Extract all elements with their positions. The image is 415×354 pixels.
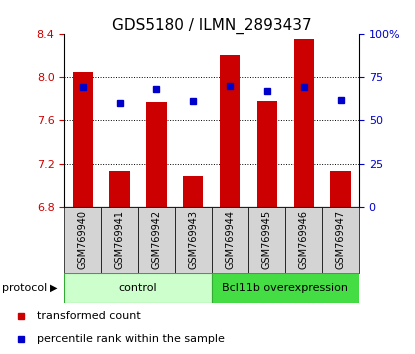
Text: GSM769947: GSM769947 bbox=[336, 210, 346, 269]
Bar bbox=[183, 176, 203, 207]
Text: protocol: protocol bbox=[2, 282, 47, 293]
Text: GSM769942: GSM769942 bbox=[151, 210, 161, 269]
Text: GSM769944: GSM769944 bbox=[225, 210, 235, 269]
Text: percentile rank within the sample: percentile rank within the sample bbox=[37, 333, 225, 344]
Text: GSM769943: GSM769943 bbox=[188, 210, 198, 269]
Bar bbox=[110, 171, 130, 207]
Bar bbox=[257, 101, 277, 207]
Bar bbox=[212, 273, 359, 303]
Bar bbox=[293, 39, 314, 207]
Title: GDS5180 / ILMN_2893437: GDS5180 / ILMN_2893437 bbox=[112, 17, 312, 34]
Bar bbox=[330, 171, 351, 207]
Bar bbox=[220, 55, 240, 207]
Bar bbox=[175, 207, 212, 273]
Bar bbox=[146, 102, 166, 207]
Bar bbox=[73, 72, 93, 207]
Bar bbox=[64, 273, 212, 303]
Text: control: control bbox=[119, 282, 157, 293]
Bar bbox=[64, 207, 101, 273]
Bar bbox=[101, 207, 138, 273]
Bar bbox=[138, 207, 175, 273]
Bar bbox=[249, 207, 286, 273]
Text: GSM769945: GSM769945 bbox=[262, 210, 272, 269]
Text: GSM769940: GSM769940 bbox=[78, 210, 88, 269]
Text: ▶: ▶ bbox=[50, 282, 58, 293]
Bar bbox=[212, 207, 249, 273]
Text: GSM769941: GSM769941 bbox=[115, 210, 124, 269]
Text: GSM769946: GSM769946 bbox=[299, 210, 309, 269]
Text: Bcl11b overexpression: Bcl11b overexpression bbox=[222, 282, 348, 293]
Bar bbox=[322, 207, 359, 273]
Text: transformed count: transformed count bbox=[37, 310, 141, 321]
Bar bbox=[286, 207, 322, 273]
